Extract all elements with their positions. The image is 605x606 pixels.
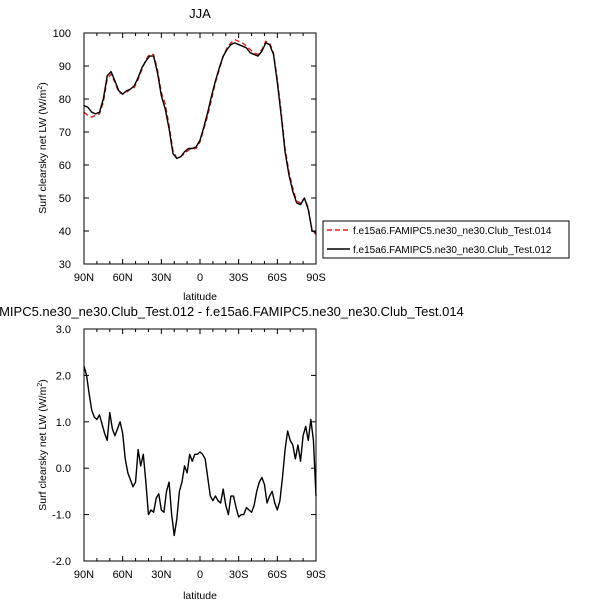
top-x-tick-label: 60N [113, 272, 133, 284]
bottom-panel-title: f.e15a6.FAMIPC5.ne30_ne30.Club_Test.012 … [0, 304, 464, 319]
top-panel: JJA 90N 60N 30N 0 30S 60S 90S 30 40 50 60 70 80 90 100… [37, 6, 570, 303]
bottom-plot-frame [83, 328, 317, 562]
top-y-axis-title-close: ) [37, 82, 49, 86]
top-x-tick-label: 0 [197, 272, 203, 284]
top-panel-title: JJA [189, 6, 211, 21]
top-series-line-1 [83, 42, 317, 234]
top-y-tick-label: 50 [59, 193, 71, 205]
bottom-y-tick-label: 0.0 [56, 463, 71, 475]
bottom-x-tick-label: 90S [306, 569, 326, 581]
bottom-y-tick-label: -1.0 [52, 510, 71, 522]
bottom-series-line-0 [83, 365, 317, 537]
top-series-group [83, 38, 317, 235]
bottom-y-tick-label: -2.0 [52, 556, 71, 568]
bottom-y-axis-title: Surf clearsky net LW (W/m2) [37, 379, 49, 510]
top-y-tick-label: 60 [59, 160, 71, 172]
top-x-tick-label: 30N [151, 272, 171, 284]
top-y-axis-title-main: Surf clearsky net LW (W/m [37, 89, 49, 213]
legend-label-series-012: f.e15a6.FAMIPC5.ne30_ne30.Club_Test.012 [353, 245, 552, 256]
bottom-y-tick-label: 3.0 [56, 324, 71, 336]
top-y-axis-title: Surf clearsky net LW (W/m2) [37, 82, 49, 213]
top-series-line-0 [83, 38, 317, 235]
top-y-tick-label: 80 [59, 94, 71, 106]
top-plot-frame [83, 32, 317, 265]
bottom-y-axis-title-main: Surf clearsky net LW (W/m [37, 386, 49, 510]
top-x-tick-label: 30S [229, 272, 249, 284]
bottom-x-tick-label: 30S [229, 569, 249, 581]
legend-label-series-014: f.e15a6.FAMIPC5.ne30_ne30.Club_Test.014 [353, 226, 552, 237]
legend-box [322, 220, 570, 259]
top-x-axis-title: latitude [183, 291, 217, 303]
bottom-x-axis-title: latitude [183, 590, 217, 602]
bottom-y-axis-title-close: ) [37, 379, 49, 383]
bottom-y-tick-label: 2.0 [56, 370, 71, 382]
top-y-tick-label: 70 [59, 127, 71, 139]
top-x-tick-label: 90S [306, 272, 326, 284]
top-y-tick-label: 40 [59, 226, 71, 238]
bottom-panel: f.e15a6.FAMIPC5.ne30_ne30.Club_Test.012 … [0, 304, 464, 602]
bottom-x-tick-label: 60S [268, 569, 288, 581]
top-x-tick-label: 60S [268, 272, 288, 284]
top-y-axis-title-sup: 2 [37, 86, 44, 90]
top-y-tick-label: 90 [59, 61, 71, 73]
bottom-x-tick-label: 0 [197, 569, 203, 581]
bottom-x-tick-label: 30N [151, 569, 171, 581]
top-legend: f.e15a6.FAMIPC5.ne30_ne30.Club_Test.014 … [322, 220, 570, 259]
top-y-tick-label: 30 [59, 259, 71, 271]
bottom-y-tick-label: 1.0 [56, 417, 71, 429]
top-y-tick-label: 100 [53, 28, 71, 40]
bottom-axis-ticks: 90N 60N 30N 0 30S 60S 90S -2.0 -1.0 0.0 1.0 2.0 3.0 [52, 324, 326, 581]
top-x-tick-label: 90N [74, 272, 94, 284]
bottom-x-tick-label: 90N [74, 569, 94, 581]
top-axis-ticks: 90N 60N 30N 0 30S 60S 90S 30 40 50 60 70 80 90 100 [53, 28, 326, 284]
bottom-series-group [83, 365, 317, 537]
bottom-x-tick-label: 60N [113, 569, 133, 581]
bottom-y-axis-title-sup: 2 [37, 383, 44, 387]
